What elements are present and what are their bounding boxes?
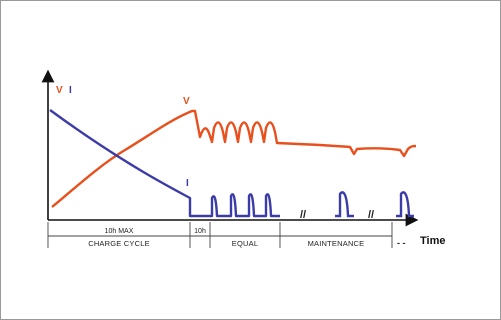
phase-sublabel-charge: 10h MAX [105, 228, 134, 235]
phase-continuation: - - [397, 238, 406, 248]
current-maintenance-pulse-2 [396, 191, 414, 218]
phase-label-equal: EQUAL [232, 239, 258, 248]
y-axis-label-current: I [69, 85, 72, 96]
phase-label-charge-cycle: CHARGE CYCLE [88, 239, 150, 248]
phase-sublabel-equal-duration: 10h [194, 228, 206, 235]
x-axis-label: Time [420, 235, 445, 247]
phase-label-maintenance: MAINTENANCE [308, 239, 365, 248]
series-label-voltage: V [183, 96, 190, 107]
voltage-series-line [51, 109, 417, 208]
current-series-line [49, 109, 280, 218]
axis-break-mark-1: // [300, 209, 306, 221]
current-maintenance-pulse-1 [335, 191, 354, 218]
y-axis-label-voltage: V [56, 85, 63, 96]
axis-break-mark-2: // [368, 209, 374, 221]
series-label-current: I [186, 178, 189, 189]
